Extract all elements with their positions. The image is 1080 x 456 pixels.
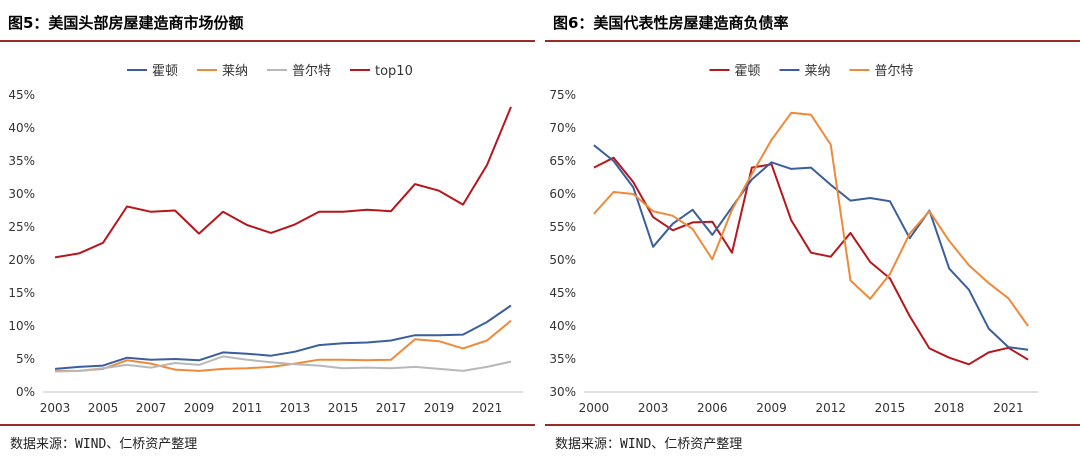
legend-item: top10 (350, 64, 413, 79)
source-note: 数据来源：WIND、仁桥资产整理 (10, 437, 198, 452)
y-tick-label: 10% (8, 319, 35, 333)
legend-label: top10 (375, 64, 413, 79)
x-tick-label: 2009 (184, 401, 215, 415)
y-tick-label: 65% (549, 154, 576, 168)
x-tick-label: 2005 (88, 401, 119, 415)
legend-label: 莱纳 (805, 64, 831, 79)
y-tick-label: 15% (8, 286, 35, 300)
y-tick-label: 35% (8, 154, 35, 168)
y-tick-label: 40% (8, 121, 35, 135)
x-tick-label: 2017 (376, 401, 407, 415)
series-line-霍顿 (54, 304, 512, 370)
x-tick-label: 2013 (280, 401, 311, 415)
x-tick-label: 2012 (815, 401, 846, 415)
series-line-霍顿 (593, 156, 1029, 366)
chart-title: 图6：美国代表性房屋建造商负债率 (553, 14, 789, 32)
line-chart-debt-ratio: 30% 35% 40% 45% 50% 55% 60% 65% 70% 75% 2000 2003 20… (549, 64, 1038, 415)
y-tick-label: 55% (549, 220, 576, 234)
x-tick-label: 2015 (328, 401, 359, 415)
y-tick-label: 25% (8, 220, 35, 234)
title-divider (0, 40, 535, 42)
title-divider (545, 40, 1080, 42)
y-tick-label: 30% (8, 187, 35, 201)
chart-title: 图5：美国头部房屋建造商市场份额 (8, 14, 244, 32)
line-chart-market-share: 0% 5% 10% 15% 20% 25% 30% 35% 40% 45% 2003 2005 2007… (8, 64, 523, 415)
legend-label: 普尔特 (292, 64, 331, 79)
y-tick-label: 0% (16, 385, 35, 399)
series-line-普尔特 (54, 355, 512, 373)
x-tick-label: 2003 (638, 401, 669, 415)
x-tick-label: 2021 (993, 401, 1024, 415)
x-tick-label: 2011 (232, 401, 263, 415)
legend-item: 霍顿 (127, 64, 178, 79)
x-tick-label: 2021 (472, 401, 503, 415)
x-tick-label: 2018 (934, 401, 965, 415)
y-tick-label: 45% (549, 286, 576, 300)
y-tick-label: 70% (549, 121, 576, 135)
y-tick-label: 45% (8, 88, 35, 102)
y-tick-label: 40% (549, 319, 576, 333)
source-divider (0, 424, 535, 426)
x-tick-label: 2009 (756, 401, 787, 415)
chart-panel-debt-ratio: 图6：美国代表性房屋建造商负债率 30% 35% 40% 45% 50% 55% 60% 65… (545, 0, 1080, 456)
x-tick-label: 2000 (579, 401, 610, 415)
x-tick-label: 2006 (697, 401, 728, 415)
series-line-普尔特 (593, 111, 1029, 327)
series-line-top10 (54, 106, 512, 259)
chart-panel-market-share: 图5：美国头部房屋建造商市场份额 0% 5% 10% 15% 20% 25% 30% 35% 4… (0, 0, 535, 456)
y-tick-label: 30% (549, 385, 576, 399)
x-tick-label: 2019 (424, 401, 455, 415)
legend-item: 普尔特 (267, 64, 331, 79)
y-tick-label: 35% (549, 352, 576, 366)
x-tick-label: 2007 (136, 401, 167, 415)
x-tick-label: 2003 (40, 401, 71, 415)
y-tick-label: 20% (8, 253, 35, 267)
legend-label: 普尔特 (875, 64, 914, 79)
legend-item: 普尔特 (849, 64, 914, 79)
y-tick-label: 60% (549, 187, 576, 201)
x-tick-label: 2015 (875, 401, 906, 415)
series-line-莱纳 (55, 319, 512, 372)
legend-item: 莱纳 (779, 64, 831, 79)
source-note: 数据来源：WIND、仁桥资产整理 (555, 437, 743, 452)
legend-label: 霍顿 (152, 64, 178, 79)
legend-item: 霍顿 (709, 64, 761, 79)
y-tick-label: 5% (16, 352, 35, 366)
series-line-莱纳 (593, 144, 1029, 351)
y-tick-label: 50% (549, 253, 576, 267)
y-tick-label: 75% (549, 88, 576, 102)
legend-item: 莱纳 (197, 64, 248, 79)
legend-label: 莱纳 (222, 64, 248, 79)
source-divider (545, 424, 1080, 426)
legend-label: 霍顿 (735, 64, 761, 79)
